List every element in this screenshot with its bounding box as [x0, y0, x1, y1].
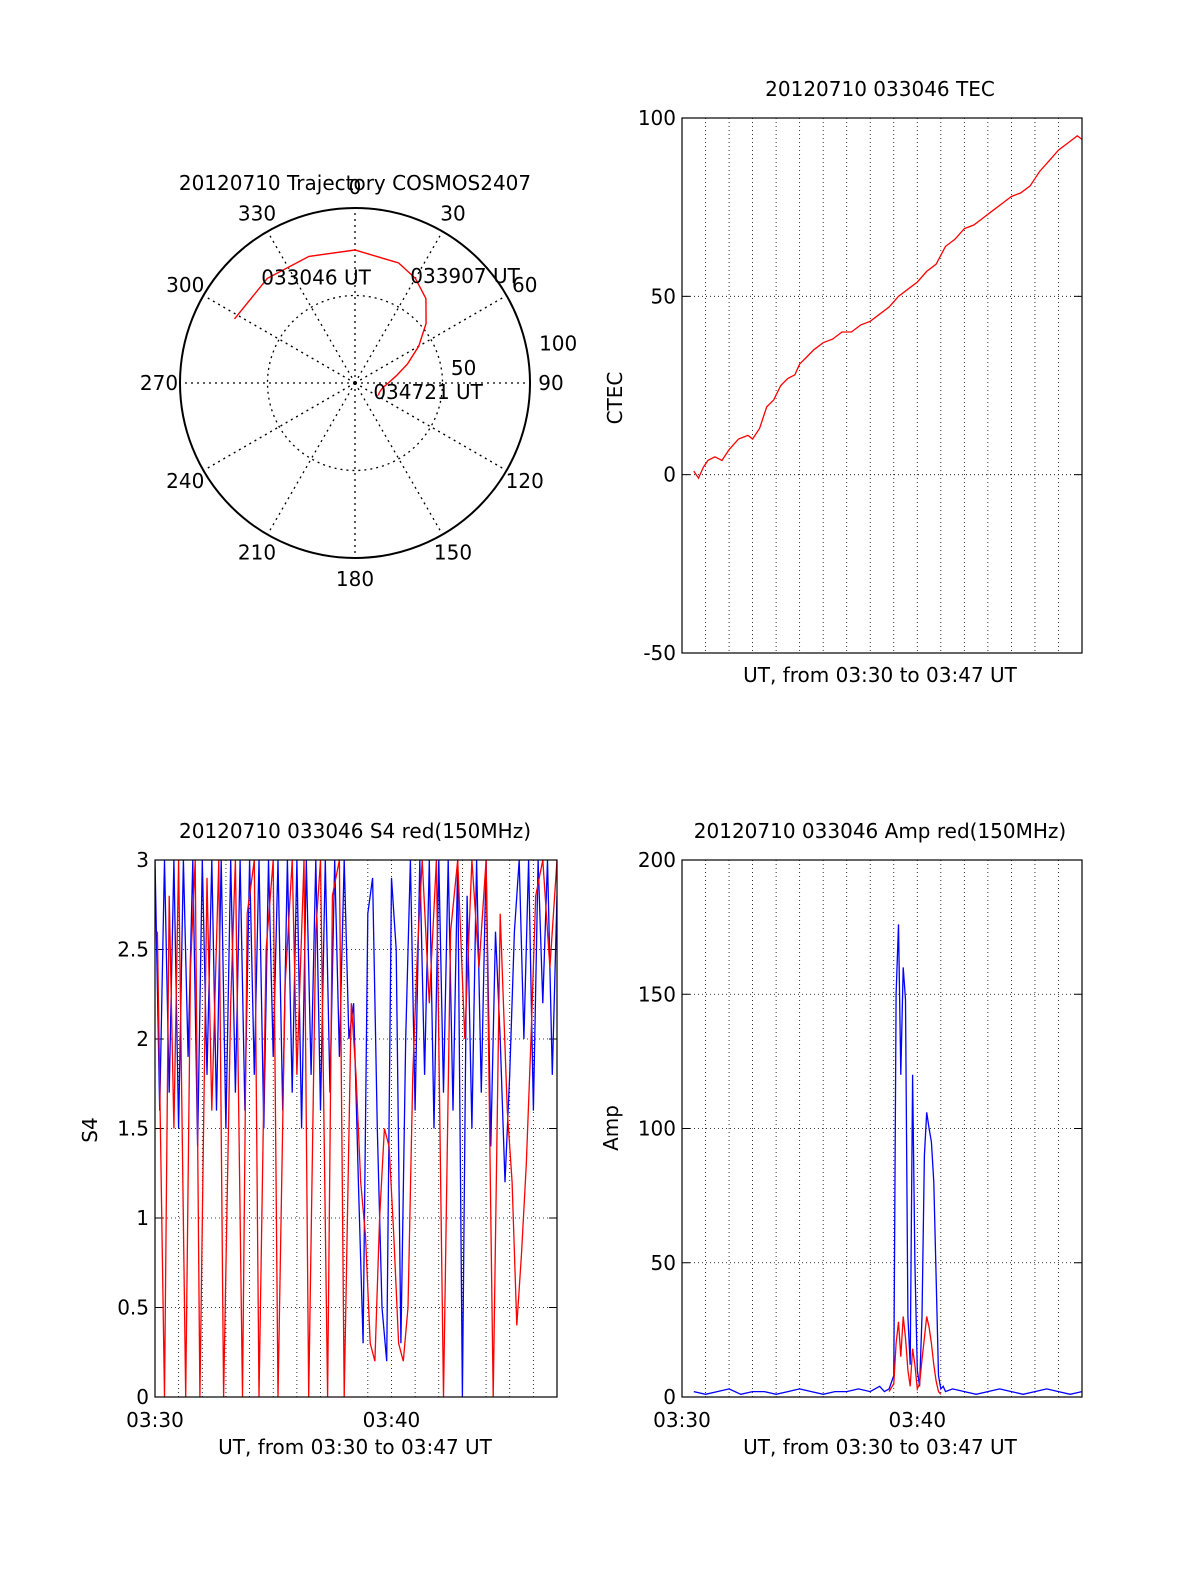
tec-y-tick-label: 0	[663, 463, 676, 487]
s4-x-tick-label: 03:30	[126, 1408, 184, 1432]
amp-x-tick-label: 03:40	[888, 1408, 946, 1432]
polar-azimuth-label: 30	[440, 201, 465, 225]
tec-chart-title: 20120710 033046 TEC	[765, 77, 995, 101]
polar-trajectory-line	[233, 249, 427, 396]
polar-grid-spoke	[354, 231, 444, 384]
s4-x-axis-label: UT, from 03:30 to 03:47 UT	[218, 1435, 493, 1459]
s4-series-blue	[155, 860, 557, 1397]
amp-y-tick-label: 200	[638, 848, 676, 872]
polar-grid-ring	[266, 294, 444, 472]
polar-grid-spoke	[266, 382, 356, 535]
tec-y-tick-label: 50	[651, 284, 676, 308]
amp-series-red	[888, 1316, 942, 1395]
s4-y-tick-label: 1.5	[117, 1117, 149, 1141]
s4-chart-title: 20120710 033046 S4 red(150MHz)	[179, 819, 531, 843]
polar-grid-spoke	[354, 294, 507, 384]
amp-chart-title: 20120710 033046 Amp red(150MHz)	[694, 819, 1066, 843]
s4-y-tick-label: 1	[136, 1206, 149, 1230]
polar-azimuth-label: 90	[538, 371, 563, 395]
polar-azimuth-label: 150	[434, 541, 472, 565]
amp-x-axis-label: UT, from 03:30 to 03:47 UT	[743, 1435, 1018, 1459]
s4-y-tick-label: 3	[136, 848, 149, 872]
polar-grid-spoke	[354, 382, 444, 535]
polar-azimuth-label: 180	[336, 567, 374, 591]
s4-x-tick-label: 03:40	[363, 1408, 421, 1432]
s4-series-red	[156, 860, 557, 1397]
amp-series-blue	[693, 924, 1082, 1395]
s4-y-tick-label: 2.5	[117, 938, 149, 962]
tec-plot-frame	[681, 117, 1083, 654]
polar-azimuth-label: 0	[349, 175, 362, 199]
polar-grid-spoke	[354, 382, 507, 472]
polar-time-annotation: 033907 UT	[410, 264, 520, 288]
amp-y-tick-label: 50	[651, 1251, 676, 1275]
tec-y-axis-label: CTEC	[603, 372, 627, 425]
polar-radial-label: 50	[451, 356, 476, 380]
polar-azimuth-label: 240	[166, 469, 204, 493]
polar-azimuth-label: 210	[238, 541, 276, 565]
polar-azimuth-label: 330	[238, 201, 276, 225]
amp-plot-frame	[681, 859, 1083, 1398]
tec-y-tick-label: -50	[643, 641, 676, 665]
s4-y-axis-label: S4	[78, 1117, 102, 1142]
polar-trajectory-panel: 20120710 Trajectory COSMOS2407 0 30 60 90 12…	[140, 171, 577, 591]
tec-panel: 20120710 033046 TEC UT, from 03:30 to 03…	[603, 77, 1083, 687]
tec-series-red	[693, 134, 1082, 480]
amp-y-tick-label: 0	[663, 1385, 676, 1409]
polar-azimuth-label: 300	[166, 273, 204, 297]
polar-grid-spoke	[203, 382, 356, 472]
polar-chart-title: 20120710 Trajectory COSMOS2407	[179, 171, 531, 195]
s4-y-tick-label: 2	[136, 1027, 149, 1051]
polar-outer-ring	[179, 207, 531, 559]
polar-azimuth-label: 120	[506, 469, 544, 493]
s4-plot-frame	[154, 859, 558, 1398]
s4-y-tick-label: 0	[136, 1385, 149, 1409]
polar-grid-spoke	[203, 294, 356, 384]
s4-y-tick-label: 0.5	[117, 1296, 149, 1320]
amp-y-tick-label: 150	[638, 982, 676, 1006]
amp-y-tick-label: 100	[638, 1117, 676, 1141]
amp-x-tick-label: 03:30	[653, 1408, 711, 1432]
s4-panel: 20120710 033046 S4 red(150MHz) UT, from …	[78, 819, 558, 1459]
amp-panel: 20120710 033046 Amp red(150MHz) UT, from…	[599, 819, 1083, 1459]
polar-time-annotation: 033046 UT	[261, 265, 371, 289]
polar-azimuth-label: 270	[140, 371, 178, 395]
tec-x-axis-label: UT, from 03:30 to 03:47 UT	[743, 663, 1018, 687]
polar-time-annotation: 034721 UT	[373, 380, 483, 404]
polar-azimuth-label: 60	[512, 273, 537, 297]
polar-grid-spoke	[266, 231, 356, 384]
amp-y-axis-label: Amp	[599, 1105, 623, 1151]
polar-radial-label: 100	[539, 332, 577, 356]
tec-y-tick-label: 100	[638, 106, 676, 130]
